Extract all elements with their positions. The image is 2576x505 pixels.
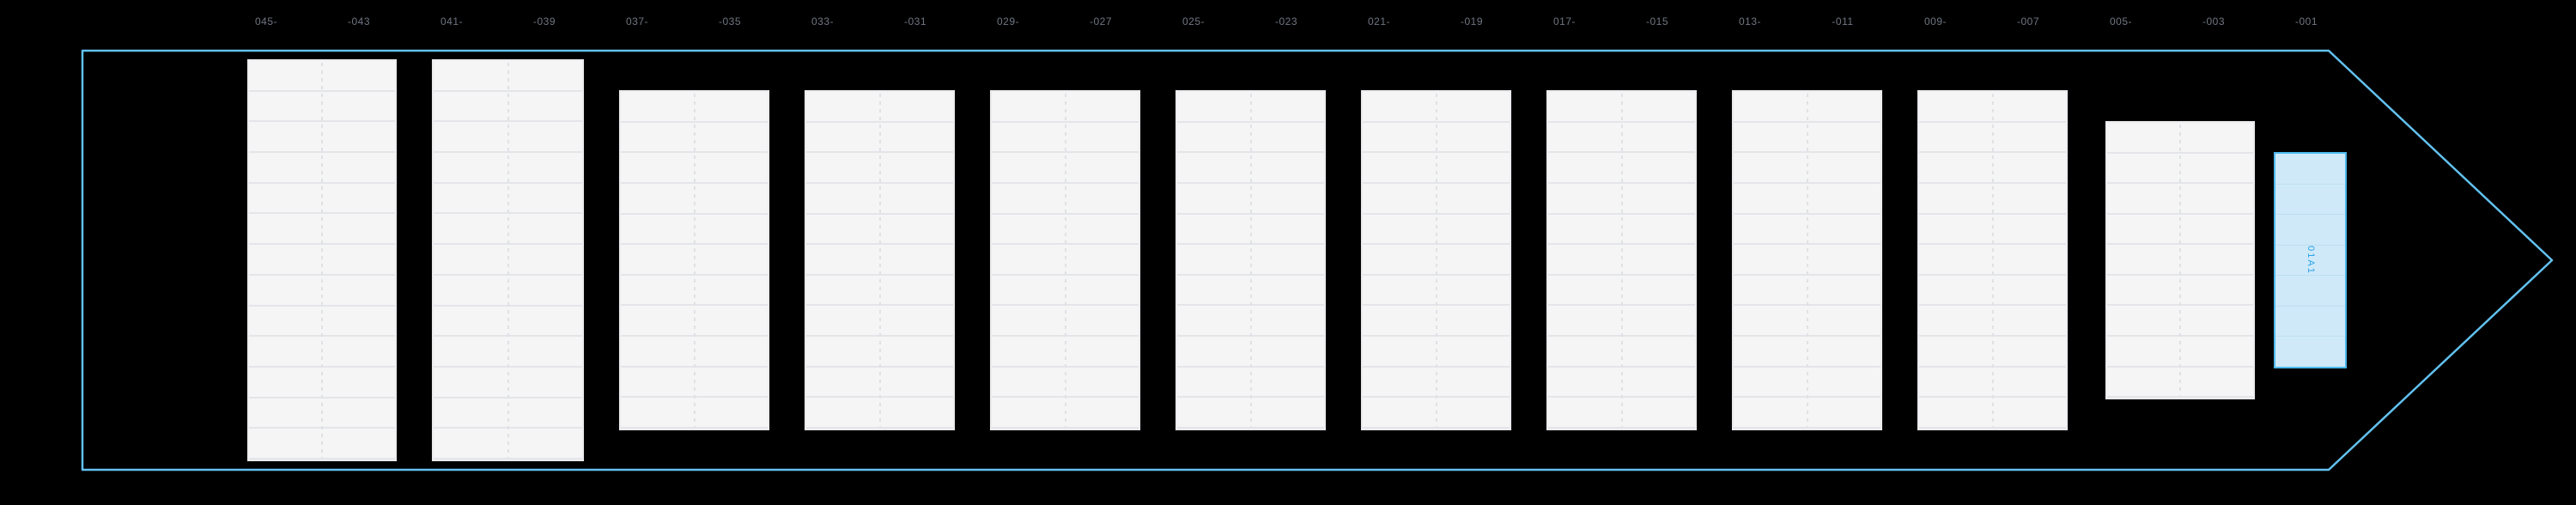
fore-hold-row — [2275, 337, 2345, 367]
fore-hold-row — [2275, 246, 2345, 277]
bay-label-017: 017- — [1552, 15, 1577, 27]
bay-center-dashed-line — [1435, 94, 1437, 427]
bay-row — [1363, 398, 1510, 429]
bay-013-011[interactable] — [1732, 90, 1882, 430]
bay-row — [1919, 398, 2066, 429]
bay-025-023[interactable] — [1176, 90, 1326, 430]
bay-label-015: -015 — [1645, 15, 1669, 27]
bay-label-039: -039 — [532, 15, 556, 27]
bay-row — [992, 398, 1139, 429]
bay-021-019[interactable] — [1361, 90, 1511, 430]
bay-label-021: 021- — [1367, 15, 1391, 27]
bay-label-009: 009- — [1923, 15, 1947, 27]
bay-row — [1177, 398, 1324, 429]
bay-029-027[interactable] — [990, 90, 1140, 430]
hull-polygon — [81, 49, 2554, 472]
bay-045-043[interactable] — [247, 59, 397, 461]
bay-label-045: 045- — [254, 15, 278, 27]
bay-label-033: 033- — [811, 15, 835, 27]
bay-center-dashed-line — [878, 94, 881, 427]
fore-hold-row — [2275, 215, 2345, 246]
bay-017-015[interactable] — [1546, 90, 1697, 430]
fore-hold-row — [2275, 276, 2345, 307]
bay-labels-row: 045- -043 041- -039 037- -035 033- -031 029- -027… — [0, 0, 2576, 34]
bay-row — [621, 398, 768, 429]
fore-hold-row — [2275, 185, 2345, 216]
bay-label-001: -001 — [2294, 15, 2318, 27]
bay-row — [1548, 398, 1695, 429]
fore-hold-rows — [2275, 154, 2345, 367]
bay-label-031: -031 — [903, 15, 927, 27]
bay-center-dashed-line — [2179, 125, 2181, 396]
bay-center-dashed-line — [1991, 94, 1994, 427]
bay-center-dashed-line — [507, 63, 509, 458]
bay-009-007[interactable] — [1917, 90, 2068, 430]
bay-center-dashed-line — [693, 94, 696, 427]
bay-label-023: -023 — [1274, 15, 1298, 27]
bay-label-041: 041- — [440, 15, 464, 27]
bay-037-035[interactable] — [619, 90, 769, 430]
bay-label-037: 037- — [625, 15, 649, 27]
fore-hold-box[interactable]: 01A1 — [2274, 152, 2347, 368]
bay-center-dashed-line — [1249, 94, 1252, 427]
bay-center-dashed-line — [1806, 94, 1808, 427]
bay-label-011: -011 — [1832, 15, 1854, 27]
bay-005-003[interactable] — [2105, 121, 2255, 399]
bay-label-019: -019 — [1460, 15, 1484, 27]
fore-hold-row — [2275, 154, 2345, 185]
bay-label-007: -007 — [2016, 15, 2040, 27]
bay-row — [1734, 398, 1880, 429]
bay-label-035: -035 — [718, 15, 742, 27]
bay-center-dashed-line — [1620, 94, 1623, 427]
bay-row — [249, 429, 395, 459]
bay-row — [2107, 368, 2253, 399]
bay-033-031[interactable] — [805, 90, 955, 430]
bay-label-005: 005- — [2109, 15, 2133, 27]
bay-label-003: -003 — [2202, 15, 2226, 27]
bay-center-dashed-line — [321, 63, 323, 458]
bay-label-027: -027 — [1089, 15, 1113, 27]
bay-label-029: 029- — [996, 15, 1020, 27]
bay-label-013: 013- — [1738, 15, 1762, 27]
fore-hold-row — [2275, 307, 2345, 338]
bay-label-025: 025- — [1182, 15, 1206, 27]
fore-hold-label: 01A1 — [2305, 246, 2316, 275]
bay-row — [806, 398, 953, 429]
bay-row — [434, 429, 582, 459]
bay-041-039[interactable] — [432, 59, 584, 461]
bay-center-dashed-line — [1064, 94, 1066, 427]
bay-label-043: -043 — [347, 15, 371, 27]
